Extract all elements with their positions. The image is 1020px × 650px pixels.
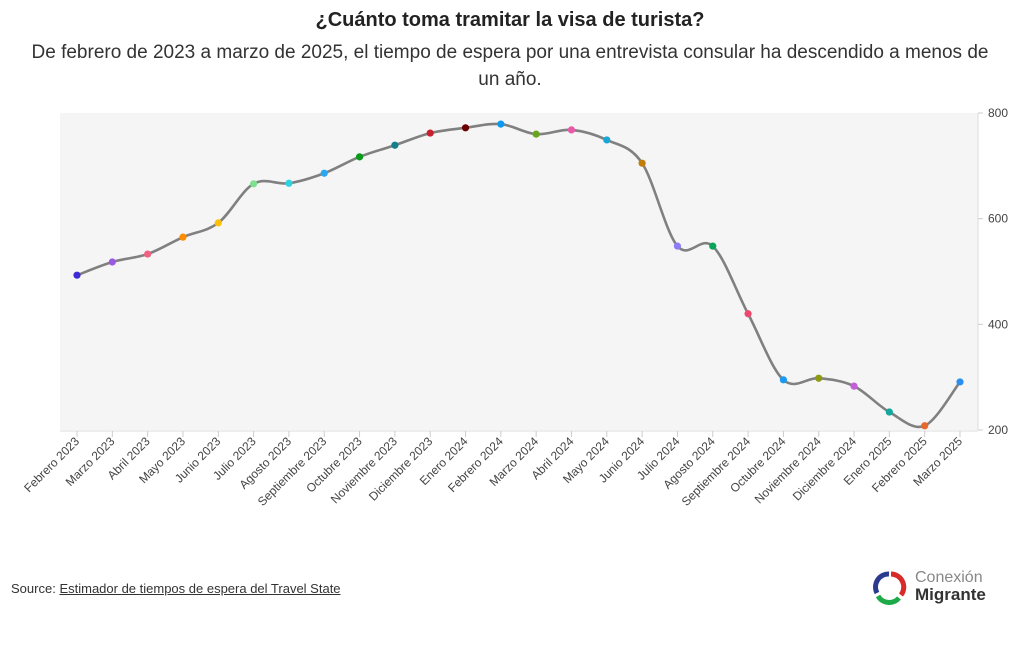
data-point: [921, 422, 929, 430]
data-point: [285, 179, 293, 187]
data-point: [214, 219, 222, 227]
data-point: [815, 374, 823, 382]
data-point: [497, 120, 505, 128]
data-point: [73, 271, 81, 279]
conexion-migrante-logo-icon: [873, 571, 907, 605]
data-point: [355, 153, 364, 161]
data-point: [426, 129, 434, 137]
chart-title: ¿Cuánto toma tramitar la visa de turista…: [315, 9, 705, 31]
data-point: [673, 242, 682, 250]
data-point: [567, 126, 576, 134]
data-point: [532, 130, 540, 138]
source-link[interactable]: Estimador de tiempos de espera del Trave…: [59, 581, 341, 596]
data-point: [144, 250, 152, 258]
data-point: [956, 378, 964, 386]
source-note: Source: Estimador de tiempos de espera d…: [11, 581, 341, 596]
data-point: [638, 159, 646, 167]
data-point: [108, 258, 116, 266]
data-point: [461, 124, 470, 132]
y-tick-label: 400: [988, 317, 1008, 331]
chart-subtitle: De febrero de 2023 a marzo de 2025, el t…: [31, 42, 989, 90]
series-line: [76, 122, 962, 429]
y-tick-label: 800: [988, 106, 1008, 120]
source-label: Source:: [11, 581, 56, 596]
data-point: [391, 141, 399, 149]
logo-text: Conexión Migrante: [915, 569, 986, 604]
y-tick-label: 600: [988, 212, 1008, 226]
data-point: [850, 382, 858, 390]
data-point: [744, 310, 752, 318]
data-point: [250, 180, 258, 188]
data-point: [885, 408, 893, 416]
y-tick-label: 200: [988, 423, 1008, 437]
data-point: [779, 376, 788, 384]
data-point: [709, 242, 717, 250]
data-point: [179, 233, 187, 241]
data-point: [320, 169, 328, 177]
plot-area: [60, 113, 978, 430]
data-point: [603, 136, 611, 144]
